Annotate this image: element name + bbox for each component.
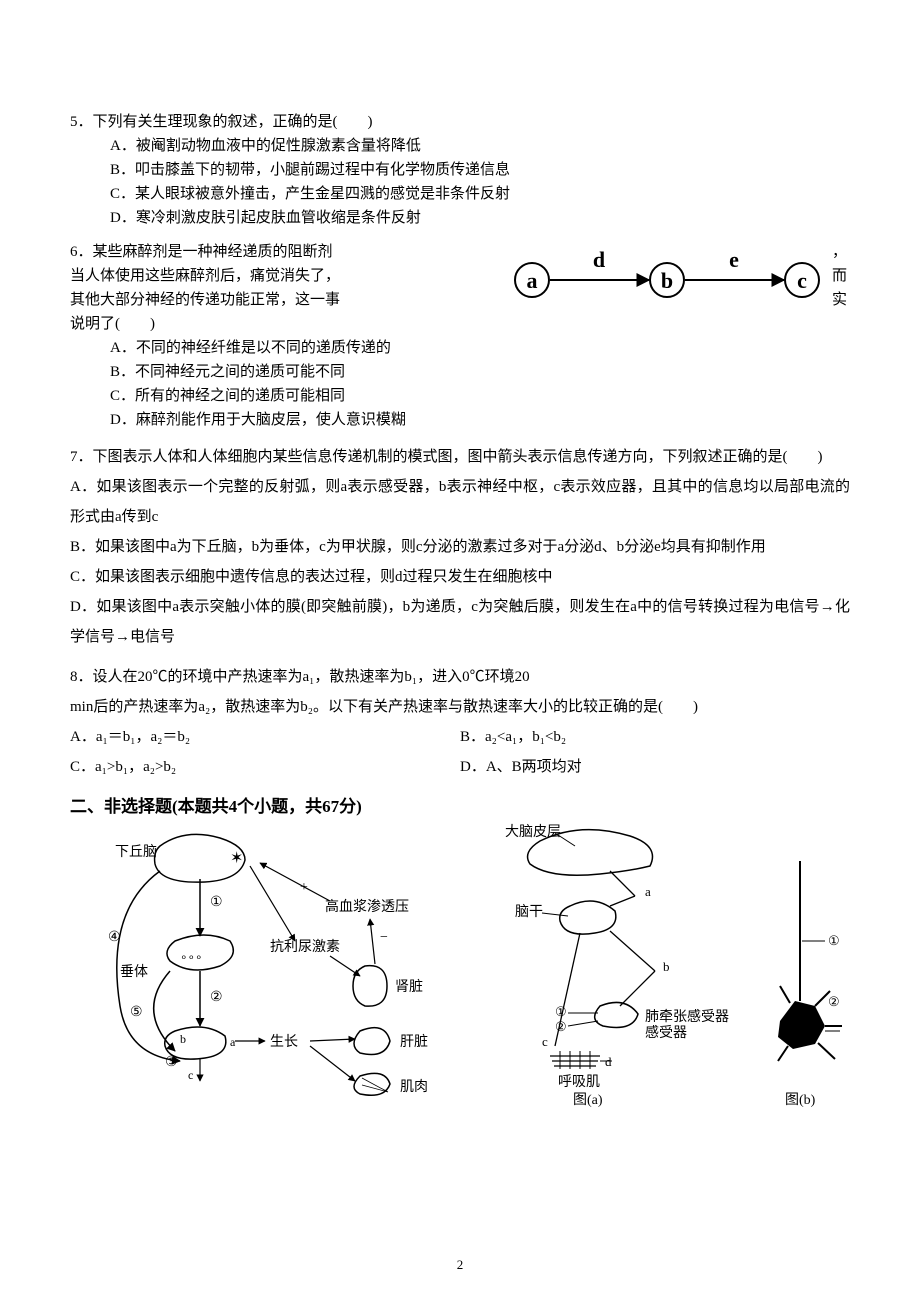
svg-text:②: ②: [210, 990, 223, 1005]
svg-text:c: c: [542, 1034, 548, 1049]
q6-opt-d[interactable]: D．麻醉剂能作用于大脑皮层，使人意识模糊: [70, 408, 850, 432]
q6-stem-l2: 当人体使用这些麻醉剂后，痛觉消失了，: [70, 264, 340, 288]
q7-opt-d[interactable]: D．如果该图中a表示突触小体的膜(即突触前膜)，b为递质，c为突触后膜，则发生在…: [70, 592, 850, 652]
svg-text:①: ①: [828, 933, 840, 948]
svg-text:b: b: [180, 1032, 186, 1046]
svg-text:脑干: 脑干: [515, 904, 543, 920]
q8-opt-b[interactable]: B．a₂<a₁，b₁<b₂: [460, 722, 850, 752]
q7-opt-c[interactable]: C．如果该图表示细胞中遗传信息的表达过程，则d过程只发生在细胞核中: [70, 562, 850, 592]
svg-text:e: e: [729, 247, 739, 272]
svg-text:a: a: [645, 884, 651, 899]
svg-text:①: ①: [210, 895, 223, 910]
q6-stem-l1: 6．某些麻醉剂是一种神经递质的阻断剂: [70, 240, 333, 264]
q8-stem2: min后的产热速率为a₂，散热速率为b₂。以下有关产热速率与散热速率大小的比较正…: [70, 692, 850, 722]
q8-opt-c[interactable]: C．a₁>b₁，a₂>b₂: [70, 752, 460, 782]
q6-stem-r2: 而: [832, 264, 850, 288]
svg-text:b: b: [661, 268, 673, 293]
svg-text:肝脏: 肝脏: [400, 1034, 428, 1050]
svg-text:高血浆渗透压: 高血浆渗透压: [325, 898, 409, 915]
q6-figure: a b c d e: [502, 245, 832, 305]
svg-text:③: ③: [165, 1055, 178, 1070]
svg-text:④: ④: [108, 930, 121, 945]
svg-text:c: c: [188, 1068, 193, 1082]
q5-opt-c[interactable]: C．某人眼球被意外撞击，产生金星四溅的感觉是非条件反射: [70, 182, 850, 206]
svg-text:✶: ✶: [230, 850, 243, 867]
figure-left: 下丘脑 ✶ ① ④ 垂体 ∘∘∘ ② ⑤: [70, 821, 430, 1111]
q8-opt-a[interactable]: A．a₁＝b₁，a₂＝b₂: [70, 722, 460, 752]
q5-opt-d[interactable]: D．寒冷刺激皮肤引起皮肤血管收缩是条件反射: [70, 206, 850, 230]
svg-text:生长: 生长: [270, 1034, 298, 1050]
svg-text:图(b): 图(b): [785, 1093, 816, 1108]
q6-opt-a[interactable]: A．不同的神经纤维是以不同的递质传递的: [70, 336, 850, 360]
svg-text:呼吸肌: 呼吸肌: [558, 1074, 600, 1090]
svg-text:②: ②: [828, 994, 840, 1009]
svg-text:下丘脑: 下丘脑: [115, 844, 157, 860]
svg-text:图(a): 图(a): [573, 1093, 603, 1108]
q5-opt-a[interactable]: A．被阉割动物血液中的促性腺激素含量将降低: [70, 134, 850, 158]
svg-text:∘∘∘: ∘∘∘: [180, 950, 203, 964]
svg-text:⑤: ⑤: [130, 1005, 143, 1020]
svg-text:b: b: [663, 959, 670, 974]
svg-text:肾脏: 肾脏: [395, 979, 423, 995]
svg-text:感受器: 感受器: [645, 1024, 687, 1041]
svg-text:a: a: [527, 268, 538, 293]
q7-opt-b[interactable]: B．如果该图中a为下丘脑，b为垂体，c为甲状腺，则c分泌的激素过多对于a分泌d、…: [70, 532, 850, 562]
q6-stem-r1: ，: [832, 240, 850, 264]
q5-opt-b[interactable]: B．叩击膝盖下的韧带，小腿前踢过程中有化学物质传递信息: [70, 158, 850, 182]
svg-text:抗利尿激素: 抗利尿激素: [270, 938, 340, 955]
q6-stem-tail: 说明了( ): [70, 312, 850, 336]
q6-stem-l3: 其他大部分神经的传递功能正常，这一事: [70, 288, 340, 312]
section2-title: 二、非选择题(本题共4个小题，共67分): [70, 792, 850, 817]
svg-text:肌肉: 肌肉: [400, 1079, 428, 1095]
svg-text:c: c: [797, 268, 807, 293]
figure-right: 大脑皮层 脑干 a b 肺牵张感受器 感受器 ① ②: [480, 821, 850, 1111]
svg-text:a: a: [230, 1035, 236, 1049]
q6-opt-b[interactable]: B．不同神经元之间的递质可能不同: [70, 360, 850, 384]
svg-text:−: −: [380, 930, 388, 945]
q7-stem: 7．下图表示人体和人体细胞内某些信息传递机制的模式图，图中箭头表示信息传递方向，…: [70, 442, 850, 472]
page-number: 2: [0, 1257, 920, 1273]
q6-stem-r3: 实: [832, 288, 850, 312]
q7-opt-a[interactable]: A．如果该图表示一个完整的反射弧，则a表示感受器，b表示神经中枢，c表示效应器，…: [70, 472, 850, 532]
svg-text:肺牵张感受器: 肺牵张感受器: [645, 1008, 729, 1025]
svg-text:垂体: 垂体: [120, 964, 148, 980]
svg-text:d: d: [593, 247, 605, 272]
svg-text:大脑皮层: 大脑皮层: [505, 824, 561, 840]
q8-stem1: 8．设人在20℃的环境中产热速率为a₁，散热速率为b₁，进入0℃环境20: [70, 662, 850, 692]
q8-opt-d[interactable]: D．A、B两项均对: [460, 752, 850, 782]
q5-stem: 5．下列有关生理现象的叙述，正确的是( ): [70, 110, 850, 134]
q6-opt-c[interactable]: C．所有的神经之间的递质可能相同: [70, 384, 850, 408]
